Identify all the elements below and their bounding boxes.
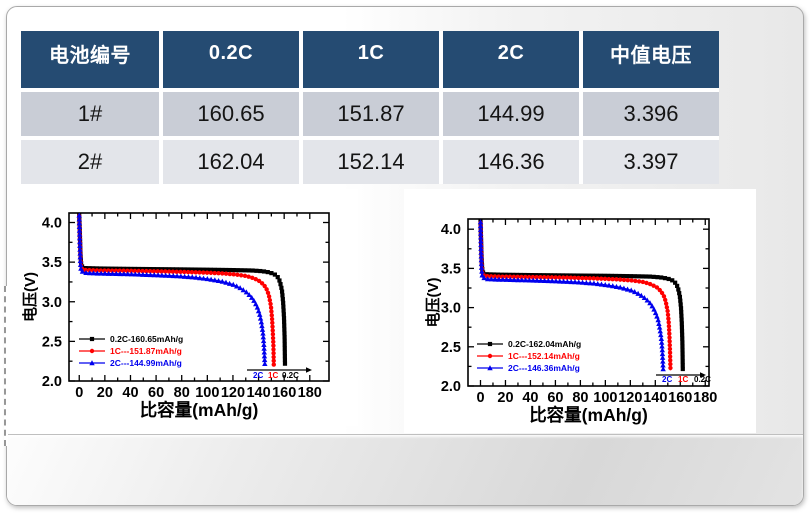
svg-text:0: 0 — [476, 390, 484, 406]
svg-text:电压(V): 电压(V) — [21, 272, 39, 322]
cell-row1-1c: 151.87 — [303, 92, 439, 136]
svg-text:60: 60 — [148, 385, 164, 401]
svg-text:2C---144.99mAh/g: 2C---144.99mAh/g — [110, 358, 182, 368]
header-cell-battery-id: 电池编号 — [21, 31, 159, 88]
svg-text:4.0: 4.0 — [441, 222, 461, 238]
svg-text:1C: 1C — [268, 371, 278, 380]
cell-row1-0p2c: 160.65 — [163, 92, 299, 136]
cell-row1-median-voltage: 3.396 — [583, 92, 719, 136]
svg-text:2.5: 2.5 — [42, 334, 62, 350]
cell-row2-1c: 152.14 — [303, 140, 439, 184]
svg-text:0.2C: 0.2C — [282, 371, 299, 380]
battery-capacity-table: 电池编号 0.2C 1C 2C 中值电压 1# 160.65 151.87 14… — [21, 31, 719, 184]
cell-row1-2c: 144.99 — [443, 92, 579, 136]
svg-text:160: 160 — [668, 390, 692, 406]
edge-dash-artifact-bg — [4, 286, 8, 446]
svg-text:3.5: 3.5 — [441, 261, 461, 277]
svg-text:100: 100 — [195, 385, 219, 401]
svg-text:3.0: 3.0 — [441, 301, 461, 317]
cell-row2-0p2c: 162.04 — [163, 140, 299, 184]
svg-text:2C: 2C — [253, 371, 263, 380]
svg-text:0.2C: 0.2C — [694, 375, 711, 384]
svg-text:60: 60 — [547, 390, 563, 406]
svg-text:20: 20 — [97, 385, 113, 401]
svg-text:1C---152.14mAh/g: 1C---152.14mAh/g — [508, 351, 580, 361]
svg-text:80: 80 — [572, 390, 588, 406]
svg-text:4.0: 4.0 — [42, 216, 62, 232]
svg-text:100: 100 — [593, 390, 617, 406]
svg-text:2.0: 2.0 — [441, 379, 461, 395]
discharge-chart-cell1: 0 20 40 60 80 100 120 140 160 180 2.0 2.5 3.0 3.5 4.0 0… — [19, 189, 358, 426]
svg-text:140: 140 — [246, 385, 270, 401]
cell-row2-2c: 146.36 — [443, 140, 579, 184]
cell-row2-median-voltage: 3.397 — [583, 140, 719, 184]
svg-text:40: 40 — [522, 390, 538, 406]
svg-text:1C---151.87mAh/g: 1C---151.87mAh/g — [110, 346, 182, 356]
chart-canvas-cell1: 0 20 40 60 80 100 120 140 160 180 2.0 2.5 3.0 3.5 4.0 0… — [21, 212, 330, 420]
svg-text:140: 140 — [643, 390, 667, 406]
svg-text:2.0: 2.0 — [42, 374, 62, 390]
svg-text:80: 80 — [174, 385, 190, 401]
svg-text:180: 180 — [298, 385, 322, 401]
svg-text:180: 180 — [693, 390, 717, 406]
discharge-chart-cell2: 0 20 40 60 80 100 120 140 160 180 2.0 2.5 3.0 3.5 4.0 0… — [404, 189, 756, 433]
svg-text:0.2C-160.65mAh/g: 0.2C-160.65mAh/g — [110, 334, 183, 344]
svg-text:120: 120 — [221, 385, 245, 401]
svg-text:3.0: 3.0 — [42, 295, 62, 311]
svg-text:电压(V): 电压(V) — [424, 277, 442, 327]
header-cell-median-voltage: 中值电压 — [583, 31, 719, 88]
cell-row2-battery-id: 2# — [21, 140, 159, 184]
svg-text:比容量(mAh/g): 比容量(mAh/g) — [140, 400, 259, 420]
svg-text:比容量(mAh/g): 比容量(mAh/g) — [529, 405, 648, 425]
svg-text:3.5: 3.5 — [42, 255, 62, 271]
svg-text:40: 40 — [122, 385, 138, 401]
cell-row1-battery-id: 1# — [21, 92, 159, 136]
svg-text:2C---146.36mAh/g: 2C---146.36mAh/g — [508, 363, 580, 373]
svg-text:2C: 2C — [662, 375, 672, 384]
chart-canvas-cell2: 0 20 40 60 80 100 120 140 160 180 2.0 2.5 3.0 3.5 4.0 0… — [424, 218, 717, 425]
svg-text:2.5: 2.5 — [441, 340, 461, 356]
svg-text:120: 120 — [618, 390, 642, 406]
header-cell-0p2c: 0.2C — [163, 31, 299, 88]
edge-dash-artifact — [4, 286, 6, 446]
slide-footer-band — [7, 434, 803, 505]
svg-text:20: 20 — [497, 390, 513, 406]
slide-card: 电池编号 0.2C 1C 2C 中值电压 1# 160.65 151.87 14… — [6, 6, 804, 506]
header-cell-1c: 1C — [303, 31, 439, 88]
svg-text:160: 160 — [272, 385, 296, 401]
svg-text:1C: 1C — [678, 375, 688, 384]
svg-text:0.2C-162.04mAh/g: 0.2C-162.04mAh/g — [508, 339, 581, 349]
header-cell-2c: 2C — [443, 31, 579, 88]
svg-text:0: 0 — [75, 385, 83, 401]
